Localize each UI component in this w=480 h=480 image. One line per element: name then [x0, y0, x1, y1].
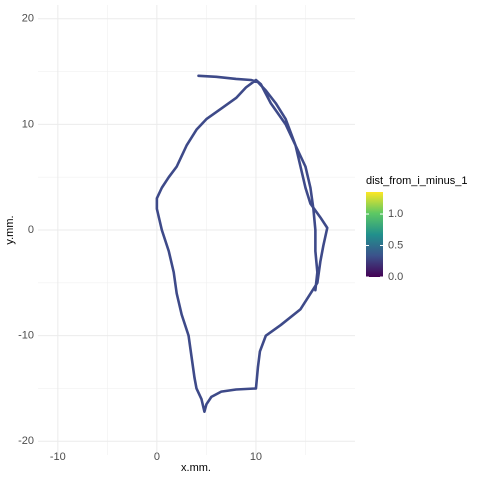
y-tick-label: -10 [18, 330, 34, 342]
colorbar-label: 0.5 [388, 239, 403, 251]
colorbar-label: 1.0 [388, 208, 403, 220]
x-axis-title: x.mm. [181, 462, 211, 474]
x-tick-label: 10 [250, 451, 262, 463]
trajectory [155, 74, 329, 413]
y-tick-label: 10 [22, 118, 34, 130]
y-tick-label: -20 [18, 435, 34, 447]
x-tick-label: 0 [154, 451, 160, 463]
legend-title: dist_from_i_minus_1 [366, 175, 468, 187]
y-axis-title: y.mm. [4, 215, 16, 244]
colorbar-label: 0.0 [388, 271, 403, 283]
y-tick-label: 0 [28, 224, 34, 236]
x-tick-label: -10 [50, 451, 66, 463]
colorbar [366, 192, 383, 277]
y-tick-label: 20 [22, 13, 34, 25]
